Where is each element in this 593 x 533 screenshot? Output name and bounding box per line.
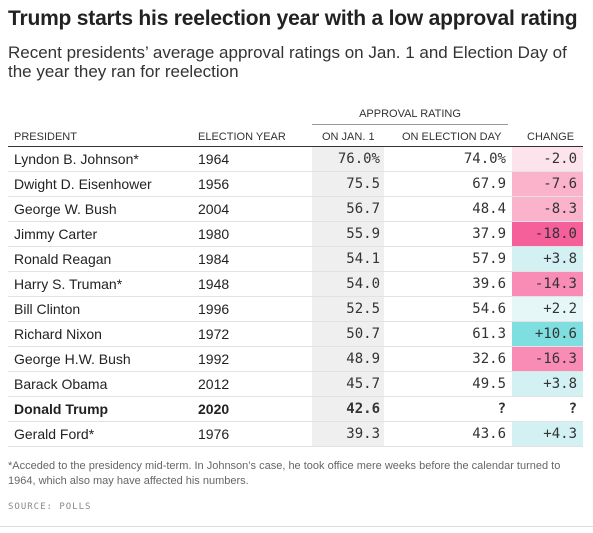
bottom-rule [0, 526, 593, 527]
change-cell: -14.3 [512, 272, 583, 296]
jan-column-shading [312, 147, 384, 447]
change-cell: +4.3 [512, 422, 583, 446]
footnote: *Acceded to the presidency mid-term. In … [8, 460, 561, 487]
table-row: Bill Clinton 1996 52.5 54.6 +2.2 [8, 297, 583, 322]
change-cell: -16.3 [512, 347, 583, 371]
jan-approval-cell: 48.9 [346, 351, 380, 367]
election-year-cell: 1996 [198, 301, 230, 317]
jan-approval-cell: 54.1 [346, 251, 380, 267]
change-cell: +3.8 [512, 372, 583, 396]
group-header-rule [312, 124, 508, 125]
jan-approval-cell: 55.9 [346, 226, 380, 242]
change-cell: -8.3 [512, 197, 583, 221]
president-cell: Barack Obama [14, 376, 108, 392]
election-year-cell: 2020 [198, 401, 230, 417]
president-cell: Gerald Ford* [14, 426, 95, 442]
election-day-approval-cell: 39.6 [472, 276, 506, 292]
election-day-approval-cell: 37.9 [472, 226, 506, 242]
election-year-cell: 1976 [198, 426, 230, 442]
table-row: George H.W. Bush 1992 48.9 32.6 -16.3 [8, 347, 583, 372]
table-row: Barack Obama 2012 45.7 49.5 +3.8 [8, 372, 583, 397]
jan-approval-cell: 39.3 [346, 426, 380, 442]
jan-approval-cell: 42.6 [346, 401, 380, 417]
election-day-approval-cell: 54.6 [472, 301, 506, 317]
president-cell: Donald Trump [14, 401, 109, 417]
change-cell: ? [568, 401, 577, 417]
change-cell: +2.2 [512, 297, 583, 321]
election-year-cell: 1964 [198, 151, 230, 167]
president-cell: Ronald Reagan [14, 251, 112, 267]
change-cell: -2.0 [512, 147, 583, 171]
jan-approval-cell: 45.7 [346, 376, 380, 392]
change-cell: +3.8 [512, 247, 583, 271]
header-on-jan-1: ON JAN. 1 [322, 131, 375, 143]
election-day-approval-cell: 32.6 [472, 351, 506, 367]
election-day-approval-cell: 74.0% [463, 151, 506, 167]
election-year-cell: 1972 [198, 326, 230, 342]
jan-approval-cell: 54.0 [346, 276, 380, 292]
election-year-cell: 2004 [198, 201, 230, 217]
election-day-approval-cell: 61.3 [472, 326, 506, 342]
president-cell: Bill Clinton [14, 301, 81, 317]
election-year-cell: 1980 [198, 226, 230, 242]
table-row: Harry S. Truman* 1948 54.0 39.6 -14.3 [8, 272, 583, 297]
source-note: SOURCE: POLLS [8, 502, 92, 512]
election-day-approval-cell: 67.9 [472, 176, 506, 192]
jan-approval-cell: 50.7 [346, 326, 380, 342]
jan-approval-cell: 56.7 [346, 201, 380, 217]
president-cell: Richard Nixon [14, 326, 102, 342]
header-election-year: ELECTION YEAR [198, 131, 286, 143]
chart-title: Trump starts his reelection year with a … [8, 7, 578, 30]
president-cell: Jimmy Carter [14, 226, 98, 242]
table-row: Jimmy Carter 1980 55.9 37.9 -18.0 [8, 222, 583, 247]
table-row: George W. Bush 2004 56.7 48.4 -8.3 [8, 197, 583, 222]
table-row: Dwight D. Eisenhower 1956 75.5 67.9 -7.6 [8, 172, 583, 197]
chart-subtitle: Recent presidents’ average approval rati… [8, 43, 567, 81]
jan-approval-cell: 52.5 [346, 301, 380, 317]
president-cell: George W. Bush [14, 201, 117, 217]
election-year-cell: 1984 [198, 251, 230, 267]
change-cell: -7.6 [512, 172, 583, 196]
election-year-cell: 1992 [198, 351, 230, 367]
table-row: Donald Trump 2020 42.6?? [8, 397, 583, 422]
election-year-cell: 2012 [198, 376, 230, 392]
table-row: Lyndon B. Johnson* 1964 76.0% 74.0% -2.0 [8, 147, 583, 172]
change-cell: -18.0 [512, 222, 583, 246]
election-day-approval-cell: 48.4 [472, 201, 506, 217]
jan-approval-cell: 75.5 [346, 176, 380, 192]
election-day-approval-cell: 43.6 [472, 426, 506, 442]
change-cell: +10.6 [512, 322, 583, 346]
election-day-approval-cell: ? [497, 401, 506, 417]
election-day-approval-cell: 57.9 [472, 251, 506, 267]
jan-approval-cell: 76.0% [337, 151, 380, 167]
president-cell: George H.W. Bush [14, 351, 131, 367]
president-cell: Harry S. Truman* [14, 276, 123, 292]
header-president: PRESIDENT [14, 131, 77, 143]
header-on-election-day: ON ELECTION DAY [402, 131, 502, 143]
table-row: Ronald Reagan 1984 54.1 57.9 +3.8 [8, 247, 583, 272]
election-year-cell: 1948 [198, 276, 230, 292]
table-row: Richard Nixon 1972 50.7 61.3 +10.6 [8, 322, 583, 347]
election-day-approval-cell: 49.5 [472, 376, 506, 392]
president-cell: Lyndon B. Johnson* [14, 151, 139, 167]
election-year-cell: 1956 [198, 176, 230, 192]
header-rule [8, 146, 583, 147]
table-row: Gerald Ford* 1976 39.3 43.6 +4.3 [8, 422, 583, 447]
header-change: CHANGE [527, 131, 575, 143]
approval-rating-group-header: APPROVAL RATING [359, 108, 461, 120]
president-cell: Dwight D. Eisenhower [14, 176, 152, 192]
